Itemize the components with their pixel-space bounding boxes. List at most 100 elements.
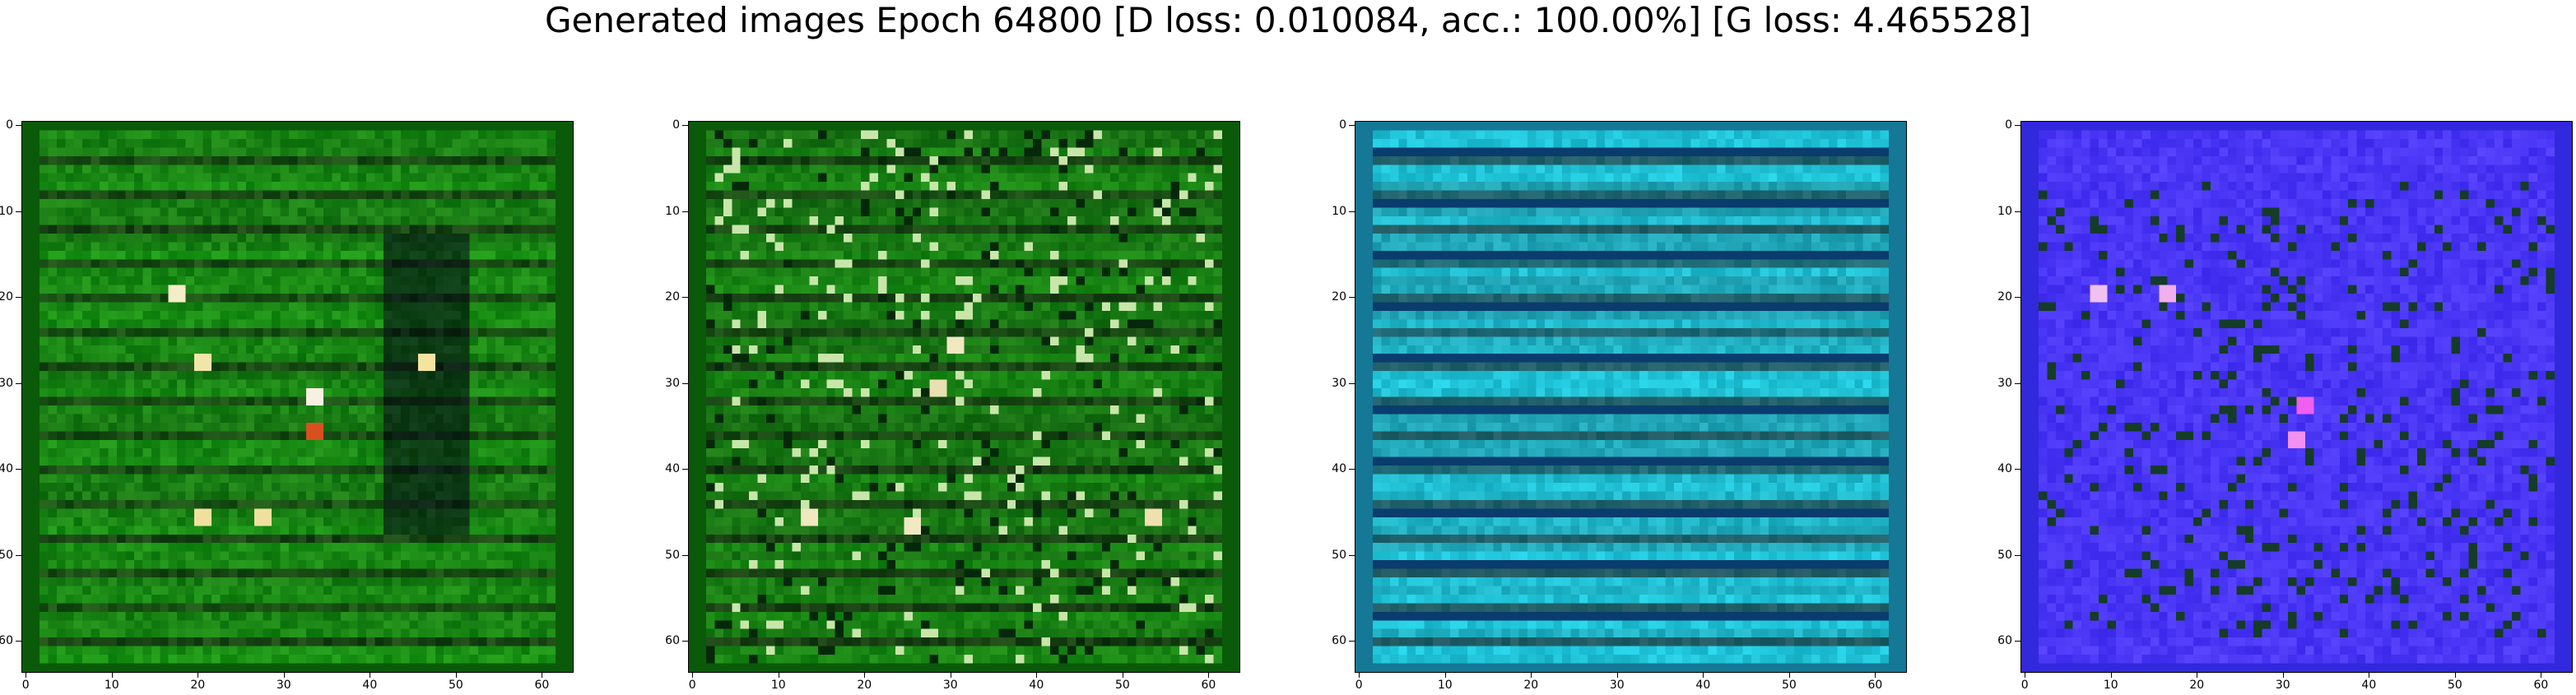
x-tick-label: 10 xyxy=(2103,679,2118,692)
y-tick-label: 60 xyxy=(665,634,680,648)
x-tick-label: 20 xyxy=(2189,679,2205,692)
y-tick-label: 40 xyxy=(1997,462,2012,476)
y-tick-label: 50 xyxy=(665,548,680,562)
y-tick xyxy=(682,554,688,556)
y-tick-label: 50 xyxy=(1997,548,2012,562)
x-tick xyxy=(1788,672,1790,678)
x-tick xyxy=(111,672,113,678)
y-tick xyxy=(1349,297,1355,299)
generated-image xyxy=(689,122,1239,672)
generated-image xyxy=(2021,122,2572,672)
y-tick xyxy=(16,125,21,127)
image-frame xyxy=(21,121,574,673)
y-tick-label: 30 xyxy=(1332,376,1346,390)
x-tick-label: 50 xyxy=(1781,679,1797,692)
y-tick xyxy=(682,469,688,470)
x-tick xyxy=(2282,672,2284,678)
x-tick-label: 40 xyxy=(1695,679,1711,692)
x-tick-label: 0 xyxy=(21,679,30,692)
y-tick xyxy=(682,382,688,384)
y-tick-label: 20 xyxy=(0,290,13,304)
y-tick xyxy=(2015,554,2020,556)
image-frame xyxy=(1355,121,1907,673)
x-tick xyxy=(1359,672,1360,678)
y-tick xyxy=(16,297,21,299)
y-tick xyxy=(2015,211,2020,212)
x-tick-label: 10 xyxy=(1437,679,1453,692)
y-tick xyxy=(2015,469,2020,470)
x-tick xyxy=(1875,672,1876,678)
y-tick xyxy=(2015,125,2020,127)
y-tick xyxy=(2015,641,2020,642)
y-tick xyxy=(16,382,21,384)
x-tick-label: 20 xyxy=(190,679,206,692)
generated-image xyxy=(1355,122,1906,672)
y-tick-label: 40 xyxy=(1332,462,1346,476)
x-tick-label: 30 xyxy=(276,679,291,692)
x-tick-label: 0 xyxy=(1355,679,1363,692)
generated-image xyxy=(22,122,573,672)
x-tick-label: 60 xyxy=(2533,679,2549,692)
y-tick xyxy=(16,211,21,212)
y-tick xyxy=(2015,297,2020,299)
image-frame xyxy=(2020,121,2573,673)
y-tick xyxy=(1349,382,1355,384)
x-tick-label: 30 xyxy=(1609,679,1625,692)
image-frame xyxy=(688,121,1240,673)
y-tick xyxy=(16,554,21,556)
image-panel-2: 0 0 10 10 20 20 30 30 40 40 50 50 60 60 xyxy=(665,118,1240,692)
y-tick-label: 0 xyxy=(6,118,13,132)
x-tick-label: 0 xyxy=(2020,679,2029,692)
y-tick-label: 60 xyxy=(1332,634,1346,648)
y-tick-label: 30 xyxy=(0,376,13,390)
y-tick xyxy=(682,297,688,299)
y-tick xyxy=(1349,554,1355,556)
x-tick-label: 60 xyxy=(1201,679,1216,692)
x-tick xyxy=(455,672,457,678)
y-tick-label: 60 xyxy=(0,634,13,648)
x-tick xyxy=(2110,672,2112,678)
image-panel-4: 0 0 10 10 20 20 30 30 40 40 50 50 60 60 xyxy=(1997,118,2573,692)
x-tick xyxy=(1208,672,1210,678)
y-tick-label: 10 xyxy=(1997,204,2012,218)
y-tick-label: 30 xyxy=(1997,376,2012,390)
y-tick xyxy=(682,641,688,642)
x-tick-label: 10 xyxy=(770,679,786,692)
y-tick-label: 40 xyxy=(665,462,680,476)
x-tick-label: 40 xyxy=(362,679,378,692)
y-tick-label: 10 xyxy=(1332,204,1346,218)
y-tick-label: 10 xyxy=(665,204,680,218)
y-tick-label: 30 xyxy=(665,376,680,390)
y-tick xyxy=(1349,469,1355,470)
x-tick xyxy=(1036,672,1038,678)
image-panel-3: 0 0 10 10 20 20 30 30 40 40 50 50 60 60 xyxy=(1332,118,1907,692)
x-tick-label: 20 xyxy=(1523,679,1539,692)
x-tick-label: 20 xyxy=(857,679,872,692)
y-tick-label: 0 xyxy=(1339,118,1346,132)
x-tick xyxy=(2454,672,2456,678)
figure-title: Generated images Epoch 64800 [D loss: 0.… xyxy=(544,0,2032,40)
y-tick-label: 0 xyxy=(672,118,680,132)
y-tick xyxy=(1349,211,1355,212)
x-tick-label: 60 xyxy=(534,679,550,692)
x-tick xyxy=(283,672,285,678)
y-tick xyxy=(1349,641,1355,642)
x-tick xyxy=(692,672,694,678)
x-tick-label: 40 xyxy=(2361,679,2377,692)
y-tick-label: 50 xyxy=(1332,548,1346,562)
x-tick xyxy=(1703,672,1704,678)
x-tick-label: 50 xyxy=(448,679,463,692)
y-tick xyxy=(2015,382,2020,384)
image-panel-1: 0 0 10 10 20 20 30 30 40 40 50 50 60 60 xyxy=(0,118,574,692)
y-tick-label: 50 xyxy=(0,548,13,562)
x-tick-label: 30 xyxy=(2275,679,2290,692)
x-tick-label: 30 xyxy=(942,679,958,692)
y-tick-label: 20 xyxy=(1332,290,1346,304)
x-tick-label: 50 xyxy=(2447,679,2462,692)
x-tick xyxy=(1531,672,1532,678)
y-tick xyxy=(16,469,21,470)
x-tick-label: 50 xyxy=(1114,679,1130,692)
x-tick-label: 60 xyxy=(1867,679,1883,692)
x-tick-label: 0 xyxy=(688,679,696,692)
y-tick-label: 10 xyxy=(0,204,13,218)
